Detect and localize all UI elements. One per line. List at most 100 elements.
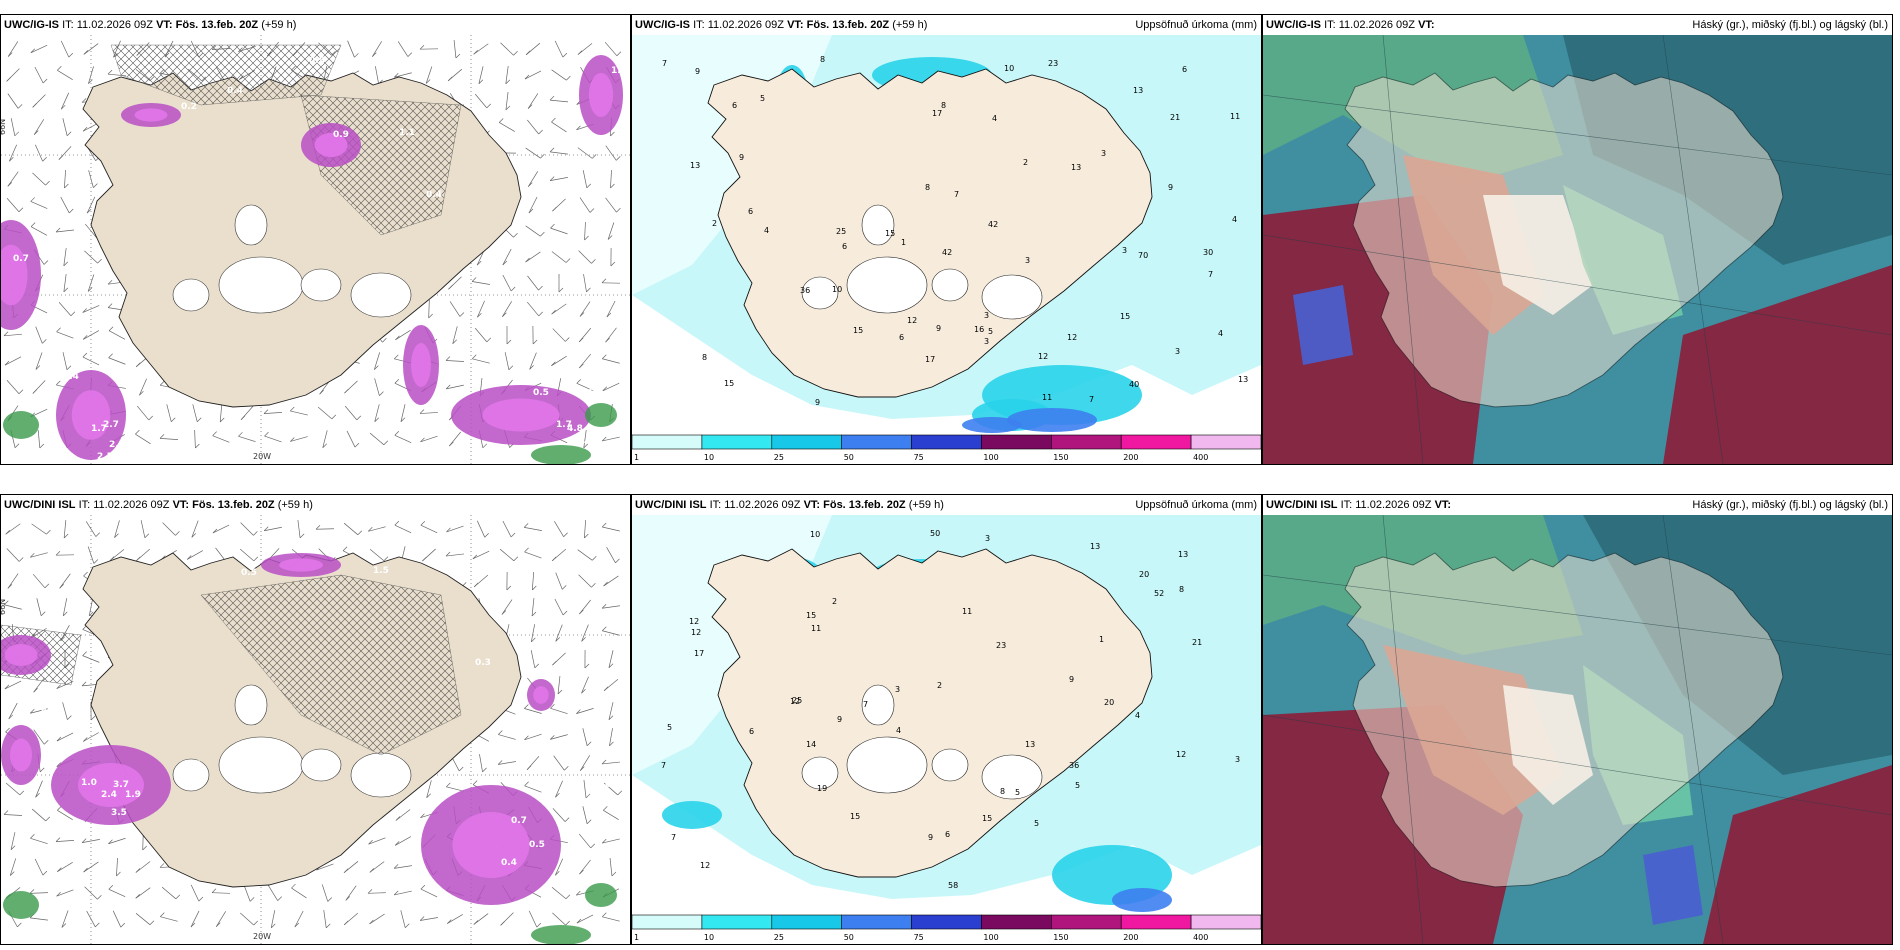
wind-barb-tick <box>277 896 282 901</box>
wind-barb-tick <box>198 896 204 902</box>
wind-barb-tick <box>394 431 400 436</box>
wind-barb-tick <box>82 127 88 132</box>
precip-value-label: 52 <box>1154 589 1164 598</box>
colorbar: 1 10 25 50 75 100 150 200 400 <box>632 434 1261 464</box>
precip-value-label: 2.4 <box>101 790 117 800</box>
wind-barb <box>32 573 46 589</box>
map-wind[interactable]: 0.5 0.4 0.2 0.9 1.1 0.4 0.7 1.3 0.5 0.4 1.7 2.7 2.2 2… <box>1 35 630 464</box>
precip-value-label: 1.9 <box>125 790 141 800</box>
wind-barb-tick <box>67 715 72 720</box>
wind-barb-tick <box>420 884 426 890</box>
precip-band <box>662 801 722 829</box>
wind-barb <box>57 862 73 872</box>
map-cloud[interactable] <box>1263 35 1892 464</box>
glacier <box>172 278 210 312</box>
wind-barb <box>60 40 70 58</box>
wind-barb-tick <box>525 257 530 263</box>
wind-barb <box>6 198 20 212</box>
wind-barb-tick <box>107 69 113 75</box>
wind-barb-tick <box>108 839 113 845</box>
map-precip[interactable]: 3 4 3 10 12 13 7 13 5 12 6 25 23 16 12 15 17 21 15 8 11 11 10 9… <box>632 35 1261 434</box>
map-wind[interactable]: 1.3 1.5 0.5 0.3 0.6 0.8 1.0 2.4 3.7 1.9 2.4 3.5 3.4 0… <box>1 515 630 944</box>
wind-barb <box>369 861 385 873</box>
wind-barb <box>135 861 151 873</box>
wind-barb-tick <box>510 532 516 538</box>
wind-barb-tick <box>557 689 563 695</box>
wind-barb <box>367 892 387 894</box>
wind-barb-tick <box>550 735 555 740</box>
wind-barb <box>504 352 510 370</box>
wind-barb-tick <box>447 919 452 924</box>
precip-value-label: 11 <box>962 607 972 616</box>
wind-barb <box>139 378 147 396</box>
lat-label: 66N <box>1 119 7 135</box>
colorbar-segment <box>911 914 982 930</box>
glacier <box>931 748 969 782</box>
wind-barb <box>607 222 615 240</box>
wind-barb <box>555 858 563 876</box>
colorbar-segment <box>701 914 773 930</box>
wind-barb <box>557 676 561 694</box>
precip-value-label: 13 <box>1133 86 1143 95</box>
wind-barb-tick <box>108 353 113 359</box>
wind-barb-tick <box>395 335 400 341</box>
precip-value-label: 10 <box>1004 64 1014 73</box>
precip-value-label: 3 <box>1025 256 1030 265</box>
wind-barb-tick <box>610 261 616 267</box>
map-svg: 0.50.40.20.9 1.10.40.71.30.50.41.72.72.22… <box>1 35 630 464</box>
wind-barb <box>85 521 97 537</box>
wind-barb-tick <box>473 582 479 588</box>
colorbar-segment <box>841 914 912 930</box>
wind-barb-tick <box>394 520 400 526</box>
precip-value-label: 15 <box>885 229 895 238</box>
graticule-line <box>1662 515 1724 944</box>
wind-barb <box>374 404 380 422</box>
wind-barb-tick <box>8 714 14 720</box>
it-label: IT: <box>78 499 91 511</box>
wind-barb-tick <box>577 50 583 55</box>
wind-barb-tick <box>81 838 87 843</box>
wind-barb-tick <box>458 766 464 772</box>
wind-barb <box>603 810 619 820</box>
wind-barb <box>551 355 567 367</box>
wind-barb <box>555 780 563 798</box>
valid-time: Fös. 13.feb. 20Z <box>175 19 259 31</box>
precip-value-label: 8 <box>1179 585 1184 594</box>
precip-value-label: 14 <box>806 740 816 749</box>
wind-barb-tick <box>498 730 503 735</box>
wind-barb <box>473 913 489 925</box>
precip-value-label: 3 <box>895 685 900 694</box>
wind-barb <box>578 250 592 264</box>
wind-barb-tick <box>445 384 451 390</box>
wind-barb <box>263 412 283 414</box>
wind-barb-tick <box>343 920 349 926</box>
wind-barb <box>6 380 20 394</box>
precip-value-label: 4 <box>764 226 769 235</box>
wind-barb <box>551 887 567 899</box>
wind-barb <box>505 92 509 110</box>
wind-barb <box>605 197 617 213</box>
wind-barb <box>553 755 565 771</box>
wind-barb-tick <box>83 50 89 55</box>
wind-barb-tick <box>497 760 503 765</box>
wind-barb-tick <box>586 183 592 189</box>
wind-barb-tick <box>66 365 72 371</box>
map-cloud[interactable] <box>1263 515 1892 944</box>
precip-value-label: 13 <box>690 161 700 170</box>
wind-barb <box>602 382 620 392</box>
wind-barb <box>551 69 567 81</box>
wind-barb-tick <box>68 52 74 58</box>
wind-barb-tick <box>4 684 10 690</box>
map-precip[interactable]: 3 2 5 8 7 13 6 13 5 5 4 25 19 15 11 20 20 21 23 14 13 12 12 15 1… <box>632 515 1261 914</box>
wind-barb-tick <box>524 735 529 741</box>
wind-barb-tick <box>565 894 571 899</box>
wind-barb-tick <box>372 52 377 57</box>
wind-barb-tick <box>357 530 363 536</box>
wind-map-layer: 0.50.40.20.9 1.10.40.71.30.50.41.72.72.22… <box>1 35 630 464</box>
wind-barb <box>59 573 71 589</box>
model-name: UWC/DINI ISL <box>635 499 707 511</box>
cloud-layer-area <box>1663 265 1892 464</box>
wind-barb <box>420 435 438 443</box>
precip-value-label: 3 <box>984 337 989 346</box>
wind-barb <box>445 360 465 362</box>
